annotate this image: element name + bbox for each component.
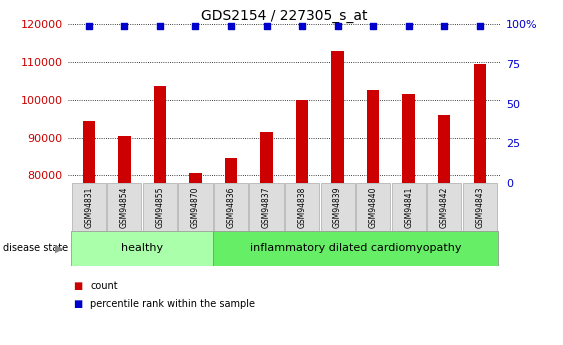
Bar (427, 183, 461, 231)
Text: GSM94855: GSM94855 (155, 186, 164, 228)
Point (226, 23, 235, 29)
Bar (296, 100, 309, 345)
Bar (118, 136, 131, 345)
Bar (285, 183, 319, 231)
Point (298, 23, 307, 29)
Text: GSM94831: GSM94831 (84, 186, 93, 228)
Bar (356, 183, 390, 231)
Bar (392, 183, 426, 231)
Point (191, 23, 200, 29)
Point (404, 23, 413, 29)
Title: GDS2154 / 227305_s_at: GDS2154 / 227305_s_at (201, 9, 368, 23)
Point (333, 23, 342, 29)
Text: GSM94841: GSM94841 (404, 186, 413, 228)
Text: ■: ■ (73, 299, 82, 308)
Bar (72, 183, 106, 231)
Point (440, 23, 449, 29)
Point (84, 23, 93, 29)
Bar (320, 183, 355, 231)
Text: percentile rank within the sample: percentile rank within the sample (90, 299, 255, 308)
Text: count: count (90, 282, 118, 291)
Bar (214, 183, 248, 231)
Bar (178, 183, 213, 231)
Bar (332, 51, 344, 345)
Text: disease state: disease state (3, 244, 68, 253)
Point (120, 23, 129, 29)
Text: ▶: ▶ (55, 244, 64, 253)
Point (262, 23, 271, 29)
Point (475, 23, 484, 29)
Bar (438, 115, 450, 345)
Bar (260, 132, 272, 345)
Bar (189, 174, 202, 345)
Text: GSM94843: GSM94843 (475, 186, 484, 228)
Point (369, 23, 378, 29)
Bar (403, 94, 415, 345)
Bar (225, 158, 237, 345)
Text: GSM94836: GSM94836 (226, 186, 235, 228)
Bar (473, 64, 486, 345)
Text: GSM94838: GSM94838 (298, 186, 307, 228)
Text: GSM94870: GSM94870 (191, 186, 200, 228)
Bar (71, 231, 213, 266)
Bar (213, 231, 498, 266)
Text: healthy: healthy (121, 244, 163, 253)
Text: GSM94837: GSM94837 (262, 186, 271, 228)
Text: GSM94842: GSM94842 (440, 186, 449, 228)
Text: GSM94840: GSM94840 (369, 186, 378, 228)
Text: inflammatory dilated cardiomyopathy: inflammatory dilated cardiomyopathy (249, 244, 461, 253)
Bar (249, 183, 284, 231)
Bar (463, 183, 497, 231)
Bar (154, 87, 166, 345)
Text: GSM94839: GSM94839 (333, 186, 342, 228)
Bar (143, 183, 177, 231)
Text: GSM94854: GSM94854 (120, 186, 129, 228)
Bar (108, 183, 141, 231)
Text: ■: ■ (73, 282, 82, 291)
Bar (367, 90, 379, 345)
Bar (83, 120, 95, 345)
Point (155, 23, 164, 29)
